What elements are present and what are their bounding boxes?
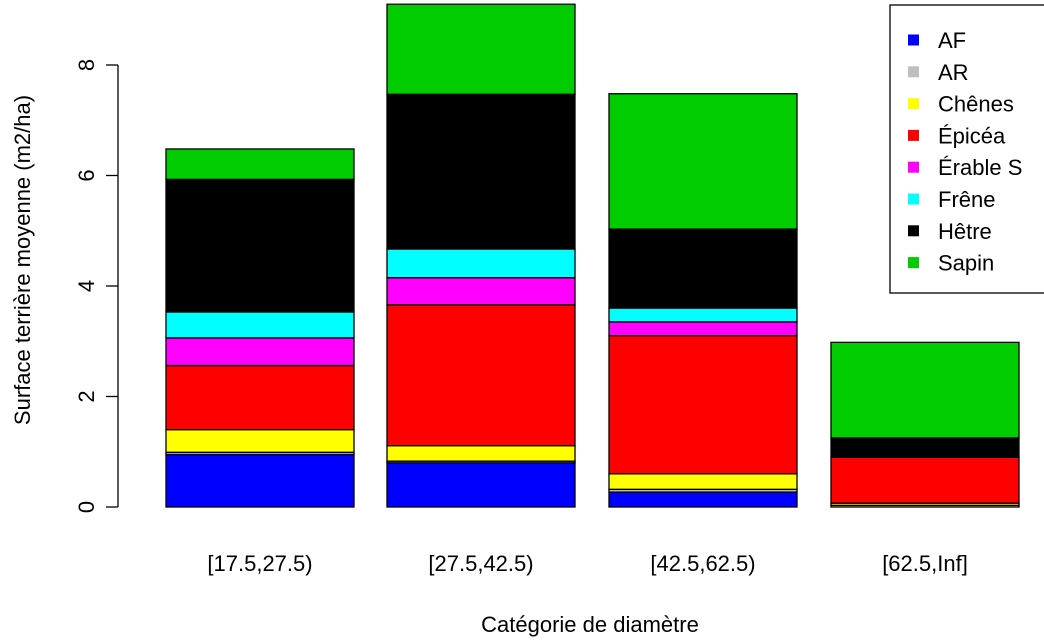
bar-segment-1-7 — [386, 3, 576, 95]
bar-segment-0-3 — [165, 364, 355, 431]
bar-segment-2-3 — [608, 335, 798, 475]
bar-segment-3-6 — [830, 437, 1020, 458]
bar-segment-0-4 — [165, 337, 355, 367]
x-tick-label: [62.5,Inf] — [882, 551, 968, 576]
bar-segment-1-3 — [386, 304, 576, 447]
legend-swatch — [908, 193, 919, 205]
bar-segment-1-4 — [386, 277, 576, 306]
legend-swatch — [908, 98, 919, 110]
bar-segment-0-5 — [165, 311, 355, 339]
legend-label: AF — [938, 28, 966, 53]
legend-label: Frêne — [938, 187, 995, 212]
bar-segment-0-0 — [165, 453, 355, 508]
bar-segment-2-0 — [608, 491, 798, 508]
legend-swatch — [908, 257, 919, 269]
bar-segment-2-5 — [608, 307, 798, 323]
x-axis-tick-labels: [17.5,27.5) [27.5,42.5) [42.5,62.5) [62.5,I… — [207, 551, 967, 576]
y-tick-label: 2 — [74, 390, 99, 402]
bar-segment-2-6 — [608, 228, 798, 309]
legend-swatch — [908, 66, 919, 78]
legend-swatch — [908, 34, 919, 46]
x-tick-label: [27.5,42.5) — [428, 551, 533, 576]
bar-segment-1-0 — [386, 462, 576, 508]
bar-segment-0-2 — [165, 428, 355, 453]
legend-box — [889, 4, 1044, 294]
bar-segment-3-3 — [830, 456, 1020, 504]
bar-segment-0-6 — [165, 178, 355, 313]
bar-segment-3-7 — [830, 341, 1020, 439]
legend-label: Érable S — [938, 155, 1022, 180]
bar-segment-2-2 — [608, 473, 798, 490]
bar-segment-1-2 — [386, 445, 576, 462]
legend-label: Hêtre — [938, 219, 992, 244]
y-tick-label: 8 — [74, 59, 99, 71]
legend-swatch — [908, 129, 919, 141]
legend-label: Chênes — [938, 92, 1014, 117]
bar-segment-1-5 — [386, 248, 576, 279]
legend: AF AR Chênes Épicéa Érable S Frêne Hêtre Sapin — [889, 4, 1044, 294]
y-tick-label: 6 — [74, 169, 99, 181]
legend-swatch — [908, 225, 919, 237]
y-tick-label: 0 — [74, 501, 99, 513]
x-axis-label: Catégorie de diamètre — [481, 612, 699, 637]
bar-segment-1-6 — [386, 93, 576, 250]
legend-swatch — [908, 161, 919, 173]
legend-label: Épicéa — [938, 123, 1006, 148]
bars-group — [165, 3, 1020, 508]
x-tick-label: [17.5,27.5) — [207, 551, 312, 576]
legend-label: AR — [938, 60, 969, 85]
y-axis: 0 2 4 6 8 — [74, 59, 119, 513]
bar-segment-2-4 — [608, 321, 798, 337]
bar-segment-0-7 — [165, 148, 355, 181]
bar-segment-2-7 — [608, 93, 798, 230]
y-tick-label: 4 — [74, 280, 99, 292]
legend-label: Sapin — [938, 251, 994, 276]
y-axis-label: Surface terrière moyenne (m2/ha) — [10, 95, 35, 425]
x-tick-label: [42.5,62.5) — [650, 551, 755, 576]
